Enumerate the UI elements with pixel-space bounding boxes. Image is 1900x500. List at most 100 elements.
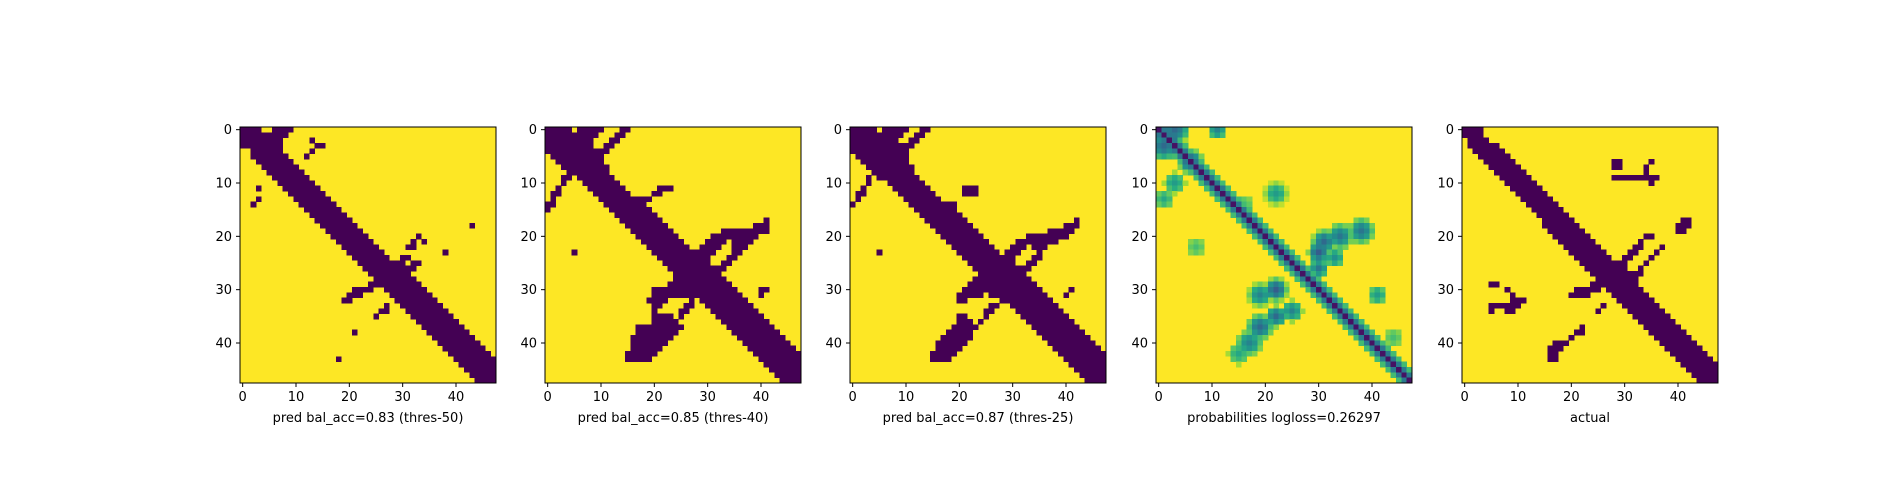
heatmap-cell [774,351,780,357]
x-tick-label: 40 [448,390,465,405]
heatmap-cell [1268,287,1274,293]
heatmap-cell [646,346,652,352]
heatmap-cell [352,228,358,234]
heatmap-cell [315,186,321,192]
heatmap-cell [850,132,856,138]
heatmap-cell [925,207,931,213]
heatmap-cell [790,351,796,357]
heatmap-cell [1505,154,1511,160]
heatmap-cell [769,362,775,368]
heatmap-cell [1021,308,1027,314]
heatmap-cell [1247,218,1253,224]
heatmap-cell [662,298,668,304]
heatmap-cell [1691,340,1697,346]
heatmap-cell [946,346,952,352]
heatmap-cell [1273,324,1279,330]
heatmap-cell [662,340,668,346]
heatmap-cell [673,282,679,288]
heatmap-cell [453,340,459,346]
heatmap-cell [1691,356,1697,362]
heatmap-cell [1343,228,1349,234]
heatmap-cell [951,207,957,213]
heatmap-cell [625,356,631,362]
heatmap-cell [1499,175,1505,181]
heatmap-cell [893,127,899,133]
heatmap-panel-3: 0 10 20 30 40010203040pred bal_acc=0.87 (thr… [825,123,1106,426]
heatmap-cell [389,287,395,293]
heatmap-cell [1015,239,1021,245]
heatmap-cell [935,218,941,224]
heatmap-cell [1606,271,1612,277]
y-tick-label: 0 [1140,123,1148,138]
heatmap-cell [668,234,674,240]
x-axis-label: pred bal_acc=0.83 (thres-50) [273,411,464,426]
heatmap-cell [1585,234,1591,240]
heatmap-cell [866,175,872,181]
heatmap-cell [384,287,390,293]
heatmap-cell [1220,191,1226,197]
heatmap-cell [919,180,925,186]
heatmap-cell [1042,234,1048,240]
heatmap-cell [1047,228,1053,234]
heatmap-cell [1172,180,1178,186]
heatmap-cell [1327,287,1333,293]
heatmap-cell [1526,180,1532,186]
heatmap-cell [1236,212,1242,218]
heatmap-cell [919,127,925,133]
heatmap-cell [384,271,390,277]
heatmap-cell [1385,346,1391,352]
heatmap-cell [400,276,406,282]
heatmap-cell [373,255,379,261]
heatmap-cell [1079,356,1085,362]
heatmap-cell [1183,148,1189,154]
heatmap-cell [1284,250,1290,256]
heatmap-cell [962,191,968,197]
heatmap-cell [877,250,883,256]
heatmap-cell [556,191,562,197]
heatmap-cell [1220,127,1226,133]
heatmap-cell [1047,239,1053,245]
heatmap-cell [1670,340,1676,346]
heatmap-cell [646,239,652,245]
heatmap-cell [331,212,337,218]
heatmap-cell [700,292,706,298]
heatmap-cell [1569,250,1575,256]
heatmap-cell [678,292,684,298]
heatmap-cell [1364,324,1370,330]
heatmap-cell [347,218,353,224]
heatmap-cell [299,186,305,192]
heatmap-cell [1273,255,1279,261]
heatmap-cell [657,218,663,224]
heatmap-cell [941,218,947,224]
heatmap-cell [331,202,337,208]
heatmap-cell [1521,180,1527,186]
heatmap-cell [1231,191,1237,197]
heatmap-cell [1279,276,1285,282]
heatmap-cell [1353,314,1359,320]
heatmap-cell [1579,260,1585,266]
heatmap-cell [1327,244,1333,250]
heatmap-cell [700,250,706,256]
heatmap-cell [1627,175,1633,181]
heatmap-cell [1369,287,1375,293]
heatmap-cell [657,239,663,245]
heatmap-cell [1686,223,1692,229]
heatmap-cell [1627,271,1633,277]
y-tick-label: 40 [825,337,842,352]
heatmap-cell [336,228,342,234]
heatmap-cell [1161,127,1167,133]
heatmap-cell [1601,255,1607,261]
heatmap-cell [1622,260,1628,266]
y-tick-label: 20 [825,230,842,245]
heatmap-cell [1391,330,1397,336]
heatmap-cell [673,324,679,330]
heatmap-cell [758,335,764,341]
heatmap-cell [309,212,315,218]
heatmap-cell [962,218,968,224]
heatmap-cell [453,324,459,330]
heatmap-cell [903,175,909,181]
heatmap-cell [1579,228,1585,234]
heatmap-cell [732,234,738,240]
heatmap-cell [609,180,615,186]
heatmap-cell [785,372,791,378]
